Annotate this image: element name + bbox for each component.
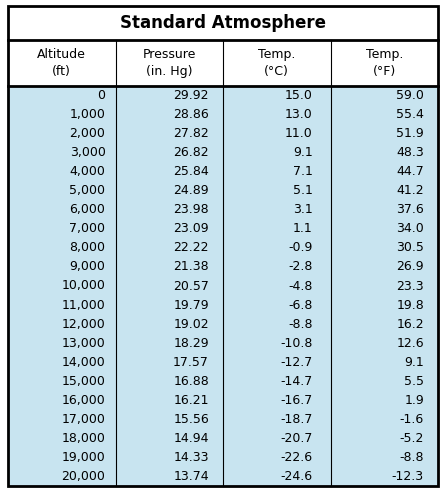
Text: 34.0: 34.0 — [396, 222, 424, 235]
Text: -8.8: -8.8 — [288, 318, 313, 331]
Text: 59.0: 59.0 — [396, 89, 424, 102]
Text: 9.1: 9.1 — [404, 356, 424, 369]
Text: 13.74: 13.74 — [173, 470, 209, 483]
Text: 27.82: 27.82 — [173, 127, 209, 140]
Text: 18,000: 18,000 — [62, 432, 106, 445]
Text: 16.88: 16.88 — [173, 375, 209, 388]
Text: 7,000: 7,000 — [70, 222, 106, 235]
Text: -2.8: -2.8 — [288, 260, 313, 274]
Text: -12.7: -12.7 — [280, 356, 313, 369]
Text: 4,000: 4,000 — [70, 165, 106, 178]
Text: 51.9: 51.9 — [396, 127, 424, 140]
Text: 5.1: 5.1 — [293, 184, 313, 197]
Text: 28.86: 28.86 — [173, 108, 209, 121]
Text: 8,000: 8,000 — [70, 242, 106, 254]
Text: 17.57: 17.57 — [173, 356, 209, 369]
Text: 23.98: 23.98 — [173, 203, 209, 216]
Text: 16.21: 16.21 — [173, 394, 209, 407]
Text: Altitude
(ft): Altitude (ft) — [37, 48, 86, 78]
Text: 37.6: 37.6 — [396, 203, 424, 216]
Text: Temp.
(°F): Temp. (°F) — [366, 48, 403, 78]
Text: -10.8: -10.8 — [280, 337, 313, 350]
Text: 48.3: 48.3 — [396, 146, 424, 159]
Text: 16,000: 16,000 — [62, 394, 106, 407]
Text: -24.6: -24.6 — [281, 470, 313, 483]
Text: 6,000: 6,000 — [70, 203, 106, 216]
Text: 18.29: 18.29 — [173, 337, 209, 350]
Text: 9,000: 9,000 — [70, 260, 106, 274]
Text: -5.2: -5.2 — [400, 432, 424, 445]
Bar — [8, 6, 438, 40]
Text: 17,000: 17,000 — [62, 413, 106, 426]
Text: -12.3: -12.3 — [392, 470, 424, 483]
Text: 0: 0 — [98, 89, 106, 102]
Text: 15.0: 15.0 — [285, 89, 313, 102]
Text: -4.8: -4.8 — [288, 279, 313, 293]
Text: 3.1: 3.1 — [293, 203, 313, 216]
Bar — [8, 40, 438, 86]
Text: 3,000: 3,000 — [70, 146, 106, 159]
Text: 7.1: 7.1 — [293, 165, 313, 178]
Text: 25.84: 25.84 — [173, 165, 209, 178]
Text: 10,000: 10,000 — [62, 279, 106, 293]
Text: 14.94: 14.94 — [173, 432, 209, 445]
Text: 14,000: 14,000 — [62, 356, 106, 369]
Text: 20,000: 20,000 — [62, 470, 106, 483]
Text: 1,000: 1,000 — [70, 108, 106, 121]
Text: 55.4: 55.4 — [396, 108, 424, 121]
Text: 21.38: 21.38 — [173, 260, 209, 274]
Text: 26.82: 26.82 — [173, 146, 209, 159]
Text: 5,000: 5,000 — [70, 184, 106, 197]
Text: 20.57: 20.57 — [173, 279, 209, 293]
Text: 26.9: 26.9 — [396, 260, 424, 274]
Text: 15.56: 15.56 — [173, 413, 209, 426]
Text: 19,000: 19,000 — [62, 451, 106, 464]
Text: 19.8: 19.8 — [396, 299, 424, 311]
Text: -18.7: -18.7 — [280, 413, 313, 426]
Text: -22.6: -22.6 — [281, 451, 313, 464]
Text: 23.3: 23.3 — [396, 279, 424, 293]
Text: -14.7: -14.7 — [280, 375, 313, 388]
Text: Temp.
(°C): Temp. (°C) — [258, 48, 295, 78]
Text: -20.7: -20.7 — [280, 432, 313, 445]
Text: Pressure
(in. Hg): Pressure (in. Hg) — [143, 48, 196, 78]
Text: -16.7: -16.7 — [280, 394, 313, 407]
Text: 44.7: 44.7 — [396, 165, 424, 178]
Text: 24.89: 24.89 — [173, 184, 209, 197]
Text: 19.02: 19.02 — [173, 318, 209, 331]
Text: 15,000: 15,000 — [62, 375, 106, 388]
Text: 1.1: 1.1 — [293, 222, 313, 235]
Text: 23.09: 23.09 — [173, 222, 209, 235]
Text: 11,000: 11,000 — [62, 299, 106, 311]
Text: 12.6: 12.6 — [396, 337, 424, 350]
Text: -6.8: -6.8 — [288, 299, 313, 311]
Text: -8.8: -8.8 — [400, 451, 424, 464]
Text: 1.9: 1.9 — [404, 394, 424, 407]
Text: -1.6: -1.6 — [400, 413, 424, 426]
Text: 41.2: 41.2 — [396, 184, 424, 197]
Text: 14.33: 14.33 — [173, 451, 209, 464]
Text: 16.2: 16.2 — [396, 318, 424, 331]
Text: 22.22: 22.22 — [173, 242, 209, 254]
Text: 9.1: 9.1 — [293, 146, 313, 159]
Text: 13.0: 13.0 — [285, 108, 313, 121]
Text: 11.0: 11.0 — [285, 127, 313, 140]
Text: 30.5: 30.5 — [396, 242, 424, 254]
Text: 5.5: 5.5 — [404, 375, 424, 388]
Text: -0.9: -0.9 — [288, 242, 313, 254]
Text: 12,000: 12,000 — [62, 318, 106, 331]
Text: Standard Atmosphere: Standard Atmosphere — [120, 14, 326, 32]
Text: 19.79: 19.79 — [173, 299, 209, 311]
Text: 13,000: 13,000 — [62, 337, 106, 350]
Text: 2,000: 2,000 — [70, 127, 106, 140]
Bar — [8, 86, 438, 486]
Text: 29.92: 29.92 — [173, 89, 209, 102]
